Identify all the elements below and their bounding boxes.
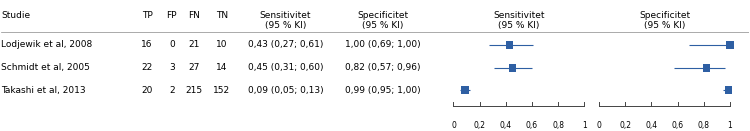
- Text: 10: 10: [216, 40, 227, 49]
- Text: TP: TP: [142, 10, 152, 20]
- Text: 0,99 (0,95; 1,00): 0,99 (0,95; 1,00): [345, 86, 420, 95]
- Text: 0,45 (0,31; 0,60): 0,45 (0,31; 0,60): [248, 63, 323, 72]
- Text: TN: TN: [216, 10, 228, 20]
- Text: 152: 152: [213, 86, 230, 95]
- Text: 1: 1: [582, 121, 586, 130]
- Text: Studie: Studie: [2, 10, 31, 20]
- Text: 3: 3: [169, 63, 175, 72]
- FancyBboxPatch shape: [703, 64, 710, 72]
- FancyBboxPatch shape: [461, 86, 469, 94]
- Text: 0,43 (0,27; 0,61): 0,43 (0,27; 0,61): [248, 40, 323, 49]
- Text: 20: 20: [142, 86, 153, 95]
- Text: 27: 27: [188, 63, 200, 72]
- Text: Specificitet
(95 % KI): Specificitet (95 % KI): [639, 10, 690, 30]
- Text: Specificitet
(95 % KI): Specificitet (95 % KI): [357, 10, 408, 30]
- Text: 0,82 (0,57; 0,96): 0,82 (0,57; 0,96): [345, 63, 420, 72]
- Text: 0,8: 0,8: [698, 121, 709, 130]
- Text: 0,4: 0,4: [646, 121, 658, 130]
- FancyBboxPatch shape: [506, 41, 514, 49]
- FancyBboxPatch shape: [726, 41, 734, 49]
- Text: Schmidt et al, 2005: Schmidt et al, 2005: [2, 63, 90, 72]
- Text: 0,6: 0,6: [526, 121, 538, 130]
- Text: 0,2: 0,2: [620, 121, 632, 130]
- Text: 0: 0: [169, 40, 175, 49]
- Text: 0: 0: [597, 121, 602, 130]
- Text: Lodjewik et al, 2008: Lodjewik et al, 2008: [2, 40, 93, 49]
- Text: 0,8: 0,8: [552, 121, 564, 130]
- Text: 0: 0: [451, 121, 456, 130]
- Text: FN: FN: [188, 10, 200, 20]
- Text: 22: 22: [142, 63, 153, 72]
- Text: FP: FP: [166, 10, 177, 20]
- FancyBboxPatch shape: [725, 86, 732, 94]
- Text: 0,6: 0,6: [671, 121, 684, 130]
- Text: Takashi et al, 2013: Takashi et al, 2013: [2, 86, 86, 95]
- Text: Sensitivitet
(95 % KI): Sensitivitet (95 % KI): [493, 10, 544, 30]
- Text: 1,00 (0,69; 1,00): 1,00 (0,69; 1,00): [345, 40, 420, 49]
- Text: 16: 16: [141, 40, 153, 49]
- Text: 1: 1: [728, 121, 732, 130]
- Text: 0,4: 0,4: [500, 121, 512, 130]
- Text: 14: 14: [216, 63, 227, 72]
- Text: 21: 21: [188, 40, 200, 49]
- Text: 2: 2: [169, 86, 175, 95]
- Text: Sensitivitet
(95 % KI): Sensitivitet (95 % KI): [260, 10, 311, 30]
- Text: 215: 215: [185, 86, 202, 95]
- Text: 0,09 (0,05; 0,13): 0,09 (0,05; 0,13): [248, 86, 323, 95]
- Text: 0,2: 0,2: [473, 121, 485, 130]
- FancyBboxPatch shape: [509, 64, 516, 72]
